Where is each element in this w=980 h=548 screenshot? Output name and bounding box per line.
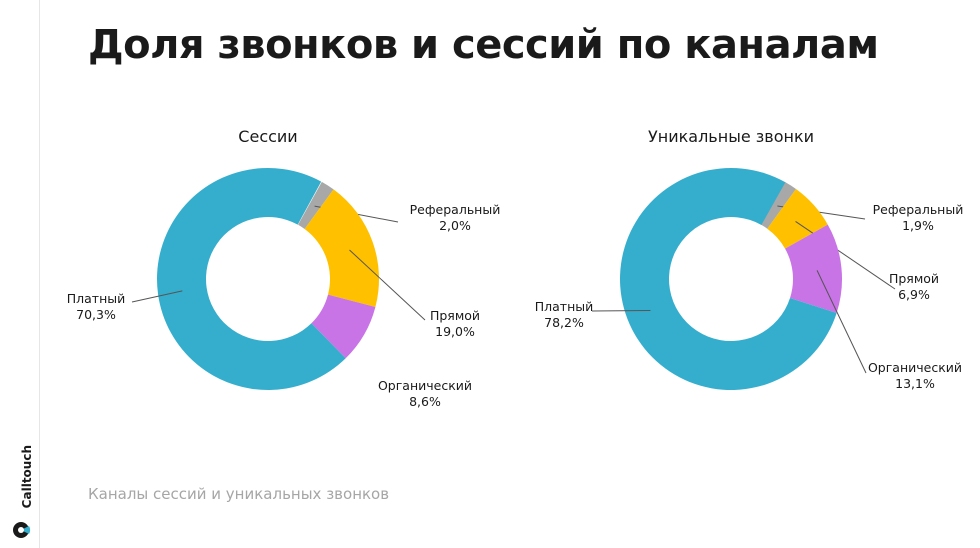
slice-label-0-3: Платный [67,291,126,306]
leader-line-1-1 [795,220,896,290]
slice-label-1-2: Органический [868,360,962,375]
slice-label-1-0: Реферальный [873,202,964,217]
leader-line-0-1 [349,249,426,321]
slice-value-1-3: 78,2% [544,315,584,330]
slice-value-1-0: 1,9% [902,218,934,233]
leader-line-0-3 [131,290,183,303]
calltouch-logo-icon [13,522,31,538]
slice-1-1 [767,189,828,249]
slice-value-1-2: 13,1% [895,376,935,391]
slice-1-0 [761,181,796,229]
slice-label-0-2: Органический [378,378,472,393]
chart-title-calls: Уникальные звонки [647,127,815,146]
slice-0-1 [304,189,380,307]
slice-value-0-3: 70,3% [76,307,116,322]
slice-value-0-2: 8,6% [409,394,441,409]
page-title: Доля звонков и сессий по каналам [88,22,879,68]
slice-label-1-1: Прямой [889,271,939,286]
slice-1-2 [785,224,842,314]
slice-value-0-0: 2,0% [439,218,471,233]
brand-logo: Calltouch [6,445,34,540]
sidebar-divider [39,0,40,548]
footer-caption: Каналы сессий и уникальных звонков [88,485,390,503]
slice-1-3 [620,168,837,391]
slice-label-0-0: Реферальный [410,202,501,217]
leader-line-1-2 [816,270,867,374]
slice-0-3 [157,168,346,390]
slice-value-0-1: 19,0% [435,324,475,339]
brand-name: Calltouch [20,445,34,509]
slice-0-2 [311,294,376,359]
slice-label-0-1: Прямой [430,308,480,323]
chart-title-sessions: Сессии [238,127,298,146]
slice-0-0 [298,181,334,229]
slice-label-1-3: Платный [535,299,594,314]
slice-value-1-1: 6,9% [898,287,930,302]
